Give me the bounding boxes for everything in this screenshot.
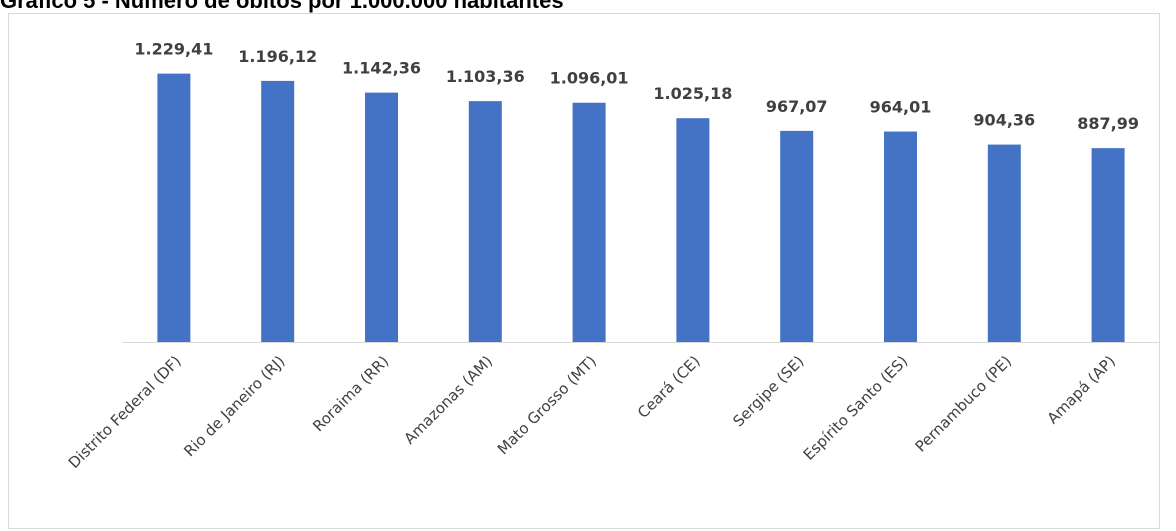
chart-title: Gráfico 5 - Número de óbitos por 1.000.0… bbox=[0, 0, 564, 13]
x-tick-label: Mato Grosso (MT) bbox=[494, 352, 600, 458]
data-label: 1.103,36 bbox=[446, 67, 525, 86]
bar bbox=[884, 131, 917, 342]
x-tick-label: Rio de Janeiro (RJ) bbox=[180, 352, 288, 460]
data-label: 964,01 bbox=[870, 98, 932, 117]
data-label: 1.025,18 bbox=[653, 84, 732, 103]
data-label: 904,36 bbox=[973, 111, 1035, 130]
x-tick-label: Roraima (RR) bbox=[309, 352, 392, 435]
bar bbox=[261, 80, 295, 343]
data-label: 1.196,12 bbox=[238, 47, 317, 66]
data-label: 1.142,36 bbox=[342, 59, 421, 78]
x-tick-label: Espírito Santo (ES) bbox=[800, 352, 912, 464]
x-tick-label: Amapá (AP) bbox=[1044, 352, 1119, 427]
bar bbox=[676, 118, 710, 342]
bar bbox=[468, 101, 502, 343]
bar bbox=[780, 130, 814, 342]
bar bbox=[365, 92, 398, 343]
x-tick-label: Sergipe (SE) bbox=[729, 352, 807, 430]
bar bbox=[572, 102, 606, 342]
data-label: 1.096,01 bbox=[550, 69, 629, 88]
x-tick-label: Ceará (CE) bbox=[634, 352, 704, 422]
data-label: 887,99 bbox=[1077, 114, 1139, 133]
bar bbox=[1091, 148, 1125, 342]
data-label: 967,07 bbox=[766, 97, 828, 116]
x-tick-label: Pernambuco (PE) bbox=[912, 352, 1016, 456]
x-tick-label: Distrito Federal (DF) bbox=[65, 352, 185, 472]
data-label: 1.229,41 bbox=[134, 40, 213, 59]
x-tick-label: Amazonas (AM) bbox=[400, 352, 496, 448]
bar bbox=[157, 73, 191, 342]
bar bbox=[987, 144, 1021, 342]
